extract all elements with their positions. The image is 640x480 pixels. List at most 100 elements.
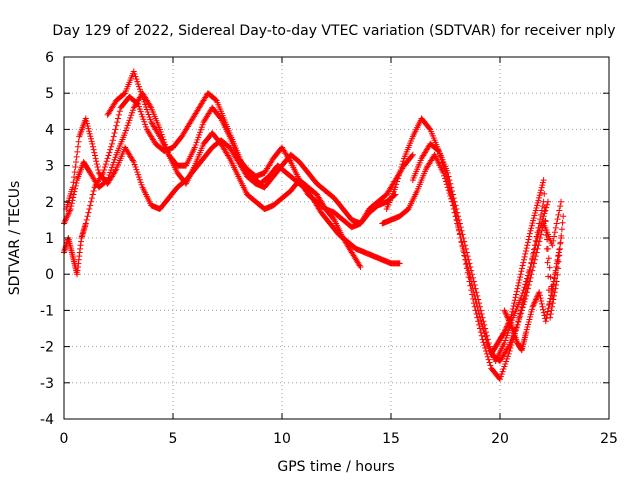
data-point xyxy=(515,282,522,289)
data-point xyxy=(142,123,149,130)
data-point xyxy=(74,143,81,150)
data-point xyxy=(549,285,556,292)
data-point xyxy=(95,166,102,173)
data-point xyxy=(70,179,77,186)
data-point xyxy=(88,195,95,202)
data-point xyxy=(533,238,540,245)
data-point xyxy=(522,248,529,255)
data-point xyxy=(515,318,522,325)
data-point xyxy=(140,116,147,123)
data-point xyxy=(541,204,548,211)
data-point xyxy=(549,300,556,307)
data-point xyxy=(449,187,456,194)
data-point xyxy=(504,353,511,360)
data-point xyxy=(140,96,147,103)
data-point xyxy=(476,300,483,307)
data-point xyxy=(481,321,488,328)
data-point xyxy=(142,101,149,108)
data-point xyxy=(196,131,203,138)
data-point xyxy=(549,303,556,310)
data-point xyxy=(91,149,98,156)
data-point xyxy=(441,172,448,179)
data-point xyxy=(463,249,470,256)
data-point xyxy=(110,159,117,166)
data-point xyxy=(533,204,540,211)
data-point xyxy=(534,293,541,300)
data-point xyxy=(225,153,232,160)
data-point xyxy=(527,311,534,318)
y-tick-label: 5 xyxy=(45,86,54,102)
y-axis: -4 -3 -2 -1 0 1 2 3 4 5 6 xyxy=(40,50,609,428)
data-point xyxy=(465,256,472,263)
data-point xyxy=(555,249,562,256)
data-point xyxy=(108,140,115,147)
data-point xyxy=(93,158,100,165)
data-point xyxy=(540,177,547,184)
data-point xyxy=(535,224,542,231)
data-point xyxy=(109,137,116,144)
y-tick-label: -1 xyxy=(40,303,54,319)
data-point xyxy=(552,224,559,231)
data-point xyxy=(530,302,537,309)
data-point xyxy=(135,171,142,178)
data-point xyxy=(555,211,562,218)
data-point xyxy=(534,199,541,206)
data-point xyxy=(510,303,517,310)
data-point xyxy=(84,123,91,130)
data-point xyxy=(450,195,457,202)
data-point xyxy=(534,229,541,236)
data-point xyxy=(408,152,415,159)
data-point xyxy=(523,329,530,336)
data-point xyxy=(87,133,94,140)
data-point xyxy=(472,285,479,292)
data-point xyxy=(543,227,550,234)
data-point xyxy=(136,106,143,113)
data-point xyxy=(524,242,531,249)
data-point xyxy=(537,187,544,194)
data-point xyxy=(531,212,538,219)
data-point xyxy=(192,141,199,148)
data-point xyxy=(524,276,531,283)
data-point xyxy=(505,316,512,323)
data-point xyxy=(529,220,536,227)
data-point xyxy=(502,337,509,344)
data-point xyxy=(483,347,490,354)
data-point xyxy=(130,68,137,75)
data-point xyxy=(71,169,78,176)
data-point xyxy=(470,278,477,285)
y-tick-label: 2 xyxy=(45,195,54,211)
data-point xyxy=(147,116,154,123)
data-point xyxy=(526,233,533,240)
series-trace-h xyxy=(488,177,567,357)
data-point xyxy=(136,86,143,93)
data-point xyxy=(131,71,138,78)
y-tick-label: -3 xyxy=(40,376,54,392)
data-point xyxy=(456,216,463,223)
data-point xyxy=(90,187,97,194)
y-tick-label: -2 xyxy=(40,340,54,356)
x-tick-label: 15 xyxy=(382,431,400,447)
data-point xyxy=(544,311,551,318)
data-point xyxy=(85,125,92,132)
data-point xyxy=(526,316,533,323)
data-point xyxy=(135,83,142,90)
data-point xyxy=(68,200,75,207)
data-point xyxy=(553,263,560,270)
data-point xyxy=(446,177,453,184)
data-point xyxy=(522,289,529,296)
x-tick-label: 25 xyxy=(600,431,618,447)
data-point xyxy=(523,326,530,333)
data-point xyxy=(529,267,536,274)
data-point xyxy=(532,237,539,244)
data-point xyxy=(518,268,525,275)
data-point xyxy=(105,152,112,159)
data-point xyxy=(549,282,556,289)
data-point xyxy=(522,250,529,257)
data-point xyxy=(86,130,93,137)
data-point xyxy=(135,81,142,88)
data-point xyxy=(109,161,116,168)
data-point xyxy=(517,307,524,314)
data-point xyxy=(448,195,455,202)
data-point xyxy=(101,164,108,171)
data-point xyxy=(72,182,79,189)
